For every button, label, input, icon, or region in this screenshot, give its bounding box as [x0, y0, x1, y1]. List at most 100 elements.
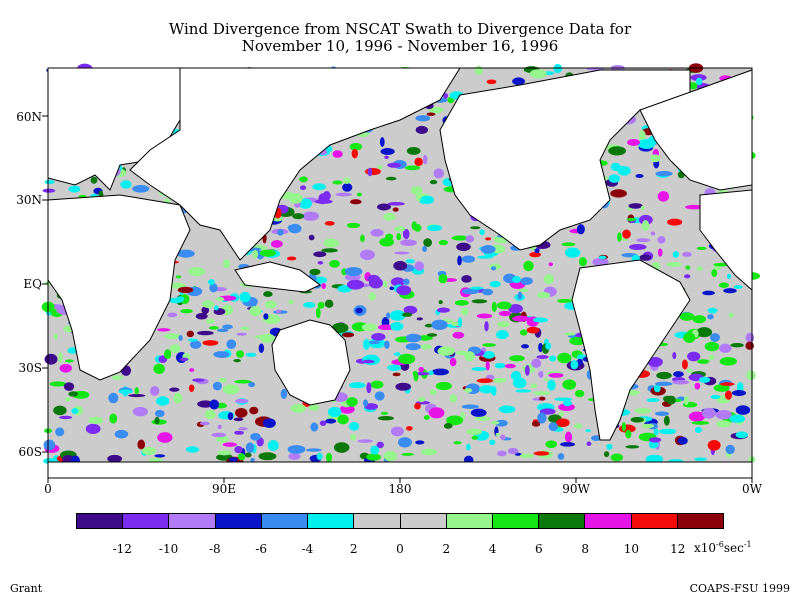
- divergence-patch: [240, 326, 250, 331]
- divergence-patch: [233, 417, 244, 422]
- divergence-patch: [179, 357, 189, 362]
- divergence-patch: [538, 342, 543, 353]
- divergence-patch: [390, 426, 404, 437]
- divergence-patch: [213, 351, 230, 358]
- divergence-patch: [524, 365, 530, 376]
- divergence-patch: [308, 404, 320, 411]
- divergence-patch: [710, 394, 721, 399]
- divergence-patch: [389, 286, 395, 291]
- divergence-patch: [325, 452, 333, 463]
- australia: [271, 319, 351, 406]
- divergence-patch: [401, 312, 413, 317]
- divergence-patch: [635, 174, 644, 179]
- divergence-patch: [44, 353, 58, 365]
- divergence-patch: [108, 392, 119, 404]
- lon-label-180: 180: [388, 482, 412, 496]
- divergence-patch: [414, 402, 421, 410]
- chart-title-line2: November 10, 1996 - November 16, 1996: [241, 37, 559, 55]
- divergence-patch: [309, 268, 321, 276]
- antarctica-edge: [47, 461, 753, 479]
- lat-label-60s: 60S: [18, 445, 43, 459]
- divergence-patch: [446, 415, 464, 426]
- divergence-patch: [554, 397, 573, 402]
- divergence-patch: [377, 416, 395, 421]
- divergence-patch: [564, 431, 573, 443]
- divergence-patch: [275, 309, 282, 314]
- divergence-patch: [672, 251, 679, 258]
- divergence-patch: [393, 352, 401, 356]
- divergence-patch: [263, 291, 273, 298]
- divergence-patch: [653, 384, 661, 393]
- divergence-patch: [109, 413, 118, 424]
- divergence-patch: [333, 442, 350, 453]
- divergence-patch: [543, 274, 554, 285]
- divergence-patch: [405, 165, 421, 171]
- divergence-patch: [288, 299, 294, 305]
- divergence-patch: [137, 439, 146, 450]
- divergence-patch: [682, 251, 692, 257]
- divergence-patch: [630, 416, 644, 423]
- divergence-patch: [250, 458, 255, 462]
- divergence-patch: [114, 429, 129, 439]
- divergence-patch: [494, 362, 506, 369]
- divergence-patch: [491, 421, 500, 425]
- divergence-patch: [234, 430, 244, 435]
- lon-label-90e: 90E: [211, 482, 237, 496]
- divergence-patch: [557, 298, 572, 303]
- divergence-patch: [729, 414, 746, 423]
- divergence-patch: [548, 422, 558, 431]
- divergence-patch: [533, 391, 539, 395]
- divergence-patch: [456, 350, 468, 356]
- divergence-patch: [396, 232, 402, 241]
- divergence-patch: [608, 146, 626, 156]
- divergence-patch: [405, 343, 421, 351]
- divergence-patch: [177, 249, 195, 258]
- divergence-patch: [186, 330, 195, 338]
- divergence-patch: [385, 176, 397, 181]
- divergence-patch: [351, 148, 358, 159]
- divergence-patch: [497, 321, 510, 328]
- divergence-patch: [460, 307, 469, 316]
- divergence-patch: [185, 446, 200, 453]
- lon-label-90w: 90W: [562, 482, 590, 496]
- divergence-patch: [214, 305, 219, 311]
- divergence-patch: [420, 195, 435, 205]
- divergence-patch: [728, 312, 734, 318]
- divergence-patch: [299, 176, 308, 183]
- colorbar-swatch-10: [539, 514, 586, 528]
- divergence-patch: [558, 411, 564, 417]
- divergence-patch: [360, 234, 365, 243]
- divergence-patch: [342, 183, 353, 192]
- divergence-patch: [377, 165, 383, 169]
- divergence-patch: [562, 379, 577, 390]
- divergence-patch: [422, 245, 427, 253]
- divergence-patch: [173, 392, 183, 404]
- divergence-patch: [723, 288, 737, 294]
- divergence-patch: [132, 406, 148, 417]
- colorbar-swatch-5: [308, 514, 355, 528]
- divergence-patch: [515, 389, 532, 393]
- divergence-patch: [438, 274, 448, 284]
- divergence-patch: [656, 371, 672, 380]
- divergence-patch: [397, 437, 412, 448]
- divergence-patch: [217, 424, 222, 430]
- divergence-patch: [207, 279, 215, 285]
- divergence-patch: [128, 394, 146, 398]
- credit-label: COAPS-FSU 1999: [689, 582, 790, 595]
- divergence-patch: [519, 453, 535, 458]
- divergence-patch: [389, 310, 406, 321]
- colorbar-swatch-0: [77, 514, 124, 528]
- divergence-patch: [427, 224, 442, 231]
- divergence-patch: [405, 333, 422, 343]
- divergence-patch: [88, 416, 104, 425]
- divergence-patch: [687, 351, 701, 362]
- divergence-patch: [226, 339, 237, 350]
- colorbar-swatch-12: [631, 514, 678, 528]
- divergence-patch: [68, 185, 81, 193]
- divergence-patch: [236, 332, 247, 336]
- divergence-patch: [154, 454, 166, 458]
- divergence-patch: [216, 296, 225, 302]
- divergence-patch: [148, 457, 163, 463]
- divergence-patch: [617, 165, 631, 176]
- divergence-patch: [55, 427, 65, 437]
